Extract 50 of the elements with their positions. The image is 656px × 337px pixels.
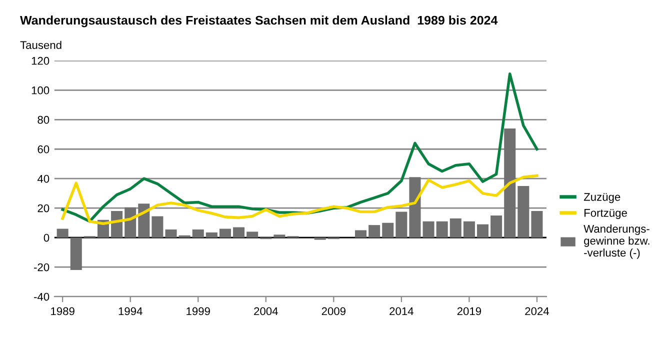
chart-title: Wanderungsaustausch des Freistaates Sachsen mit dem Ausland 1989 bis 2024 [20, 15, 498, 28]
bar [450, 218, 462, 238]
x-tick-label: 1999 [186, 307, 210, 316]
legend-label: Fortzüge [584, 209, 627, 219]
y-tick-label: 60 [38, 145, 50, 154]
bar [436, 221, 448, 238]
bar [355, 230, 367, 238]
bar [138, 204, 150, 238]
y-tick-label: 80 [38, 116, 50, 124]
bar [246, 232, 258, 238]
bar [531, 211, 543, 238]
bar [70, 238, 82, 270]
bar [463, 221, 475, 238]
x-tick-label: 2009 [322, 307, 346, 316]
bar [152, 216, 164, 238]
legend-label: Wanderungs- gewinne bzw. -verluste (-) [584, 224, 650, 259]
y-tick-label: 120 [32, 56, 50, 65]
legend-label: Zuzüge [584, 193, 620, 204]
bar [178, 235, 190, 238]
bar [504, 128, 516, 238]
x-tick-label: 1994 [118, 307, 142, 316]
y-tick-label: 20 [38, 204, 50, 212]
bar [274, 234, 286, 238]
y-tick-label: -40 [34, 292, 50, 301]
x-tick-label: 2024 [525, 307, 549, 316]
bar [165, 229, 177, 238]
bar [490, 215, 502, 238]
bar [219, 228, 231, 238]
bar [409, 177, 421, 238]
bar [56, 228, 68, 238]
x-tick-label: 2019 [457, 307, 482, 316]
y-tick-label: 40 [37, 174, 50, 183]
bar [192, 229, 204, 238]
x-tick-label: 2014 [390, 307, 414, 316]
y-tick-label: 0 [44, 234, 50, 242]
bar [233, 227, 245, 238]
line-series [61, 174, 538, 225]
x-tick-label: 1989 [51, 307, 74, 316]
bar [206, 232, 218, 238]
bar [518, 186, 530, 238]
y-tick-label: 100 [32, 86, 50, 94]
bar [382, 222, 394, 238]
y-tick-label: -20 [34, 263, 50, 272]
bar [396, 212, 408, 238]
bar [476, 224, 489, 238]
x-tick-label: 2004 [254, 307, 278, 316]
line-series [61, 72, 538, 223]
y-axis-title: Tausend [20, 40, 62, 50]
bar [422, 221, 434, 238]
bar [368, 225, 380, 238]
